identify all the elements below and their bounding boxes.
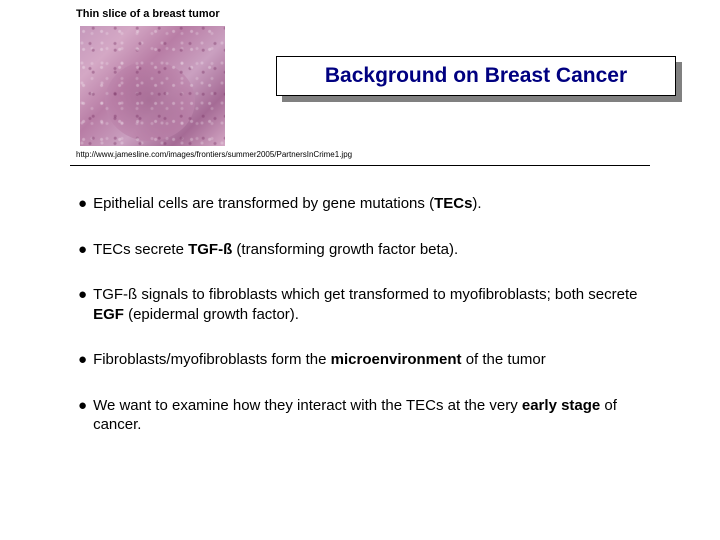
image-citation: http://www.jamesline.com/images/frontier… bbox=[0, 150, 720, 159]
bullet-text: Fibroblasts/myofibroblasts form the micr… bbox=[93, 350, 546, 370]
bullet-text: We want to examine how they interact wit… bbox=[93, 396, 642, 435]
bullet-text: TGF-ß signals to fibroblasts which get t… bbox=[93, 285, 642, 324]
bullet-text: Epithelial cells are transformed by gene… bbox=[93, 194, 482, 214]
image-caption: Thin slice of a breast tumor bbox=[0, 8, 720, 20]
bullet-list: ● Epithelial cells are transformed by ge… bbox=[0, 166, 720, 435]
header-area: Thin slice of a breast tumor Background … bbox=[0, 0, 720, 166]
bullet-text: TECs secrete TGF-ß (transforming growth … bbox=[93, 240, 458, 260]
bullet-marker: ● bbox=[78, 240, 87, 260]
bullet-item: ● Fibroblasts/myofibroblasts form the mi… bbox=[78, 350, 642, 370]
tumor-histology-image bbox=[80, 26, 225, 146]
bullet-item: ● TECs secrete TGF-ß (transforming growt… bbox=[78, 240, 642, 260]
bullet-item: ● TGF-ß signals to fibroblasts which get… bbox=[78, 285, 642, 324]
slide-title: Background on Breast Cancer bbox=[325, 64, 627, 88]
bullet-marker: ● bbox=[78, 350, 87, 370]
divider-line bbox=[70, 165, 650, 166]
bullet-marker: ● bbox=[78, 285, 87, 324]
bullet-item: ● We want to examine how they interact w… bbox=[78, 396, 642, 435]
bullet-item: ● Epithelial cells are transformed by ge… bbox=[78, 194, 642, 214]
bullet-marker: ● bbox=[78, 194, 87, 214]
title-box: Background on Breast Cancer bbox=[276, 56, 676, 96]
bullet-marker: ● bbox=[78, 396, 87, 435]
